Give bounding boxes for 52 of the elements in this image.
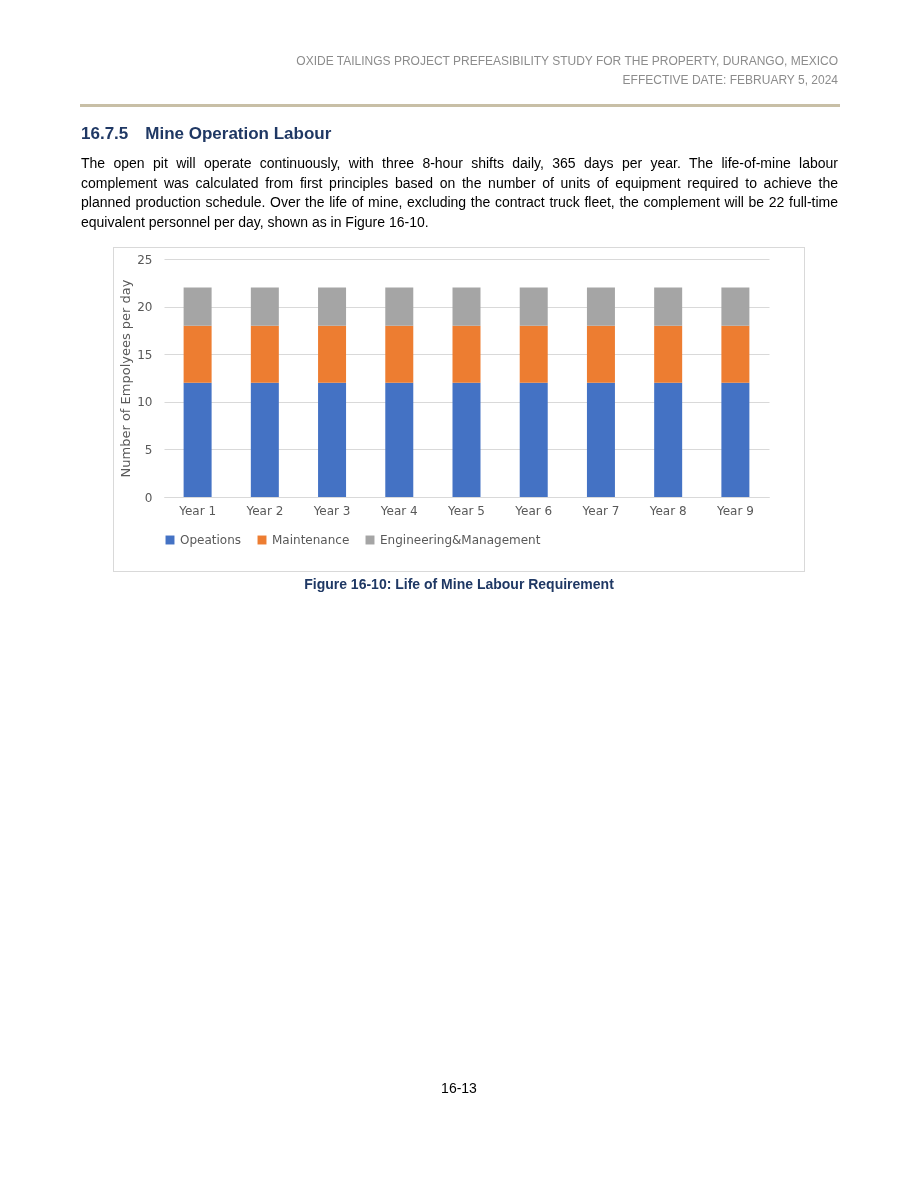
- bar: [183, 382, 212, 497]
- legend-label: Engineering&Management: [380, 533, 541, 547]
- x-tick-label: Year 3: [312, 503, 351, 518]
- bar: [654, 325, 683, 383]
- bar: [721, 382, 750, 497]
- bar: [385, 325, 414, 383]
- bar: [183, 325, 212, 383]
- x-tick-label: Year 4: [379, 503, 418, 518]
- bar: [385, 287, 414, 326]
- y-tick-label: 5: [144, 442, 153, 457]
- y-tick-label: 20: [137, 300, 153, 315]
- bar: [452, 325, 481, 383]
- bar: [586, 287, 615, 326]
- chart-title: 16.7.5 Mine Operation Labour: [81, 124, 332, 144]
- x-tick-label: Year 5: [447, 503, 485, 518]
- bar: [586, 325, 615, 383]
- bar: [385, 382, 414, 497]
- text: 16-13: [440, 1080, 478, 1096]
- bar: [519, 325, 548, 383]
- bar: [318, 382, 347, 497]
- y-tick-label: 10: [137, 395, 153, 410]
- legend-label: Opeations: [180, 533, 242, 547]
- bar: [183, 287, 212, 326]
- caption: Figure 16-10: Life of Mine Labour Requirement: [303, 576, 615, 592]
- legend-label: Maintenance: [272, 533, 350, 547]
- bar: [721, 287, 750, 326]
- text: EFFECTIVE DATE: FEBRUARY 5, 2024: [621, 72, 838, 89]
- bar: [250, 325, 279, 383]
- x-tick-label: Year 1: [178, 503, 217, 518]
- bar: [318, 287, 347, 326]
- bar: [721, 325, 750, 383]
- y-tick-label: 0: [144, 490, 153, 505]
- bar: [250, 287, 279, 326]
- bar: [586, 382, 615, 497]
- bar: [654, 287, 683, 326]
- text: The open pit will operate continuously, with three 8-hour shifts daily, 365 days per year. The life-of-mine labour complement was calculated from first principles based on the number of units of equipment required to achieve the planned production schedule. Over the life of mine, excluding the contract truck fleet, the complement will be 22 full-time equivalent personnel per day, shown as in Figure 16-10.: [81, 154, 838, 232]
- x-tick-label: Year 9: [715, 503, 754, 518]
- bar: [452, 382, 481, 497]
- x-tick-label: Year 6: [514, 503, 553, 518]
- bar: [519, 382, 548, 497]
- bar: [654, 382, 683, 497]
- x-tick-label: Year 8: [648, 503, 687, 518]
- bar: [452, 287, 481, 326]
- bar: [519, 287, 548, 326]
- y-axis-title: Number of Empolyees per day: [118, 279, 134, 478]
- bar: [318, 325, 347, 383]
- y-tick-label: 15: [137, 347, 153, 362]
- x-tick-label: Year 2: [245, 503, 284, 518]
- text: OXIDE TAILINGS PROJECT PREFEASIBILITY STUDY FOR THE PROPERTY, DURANGO, MEXICO: [296, 53, 838, 70]
- x-tick-label: Year 7: [581, 503, 620, 518]
- y-tick-label: 25: [137, 252, 153, 267]
- bar: [250, 382, 279, 497]
